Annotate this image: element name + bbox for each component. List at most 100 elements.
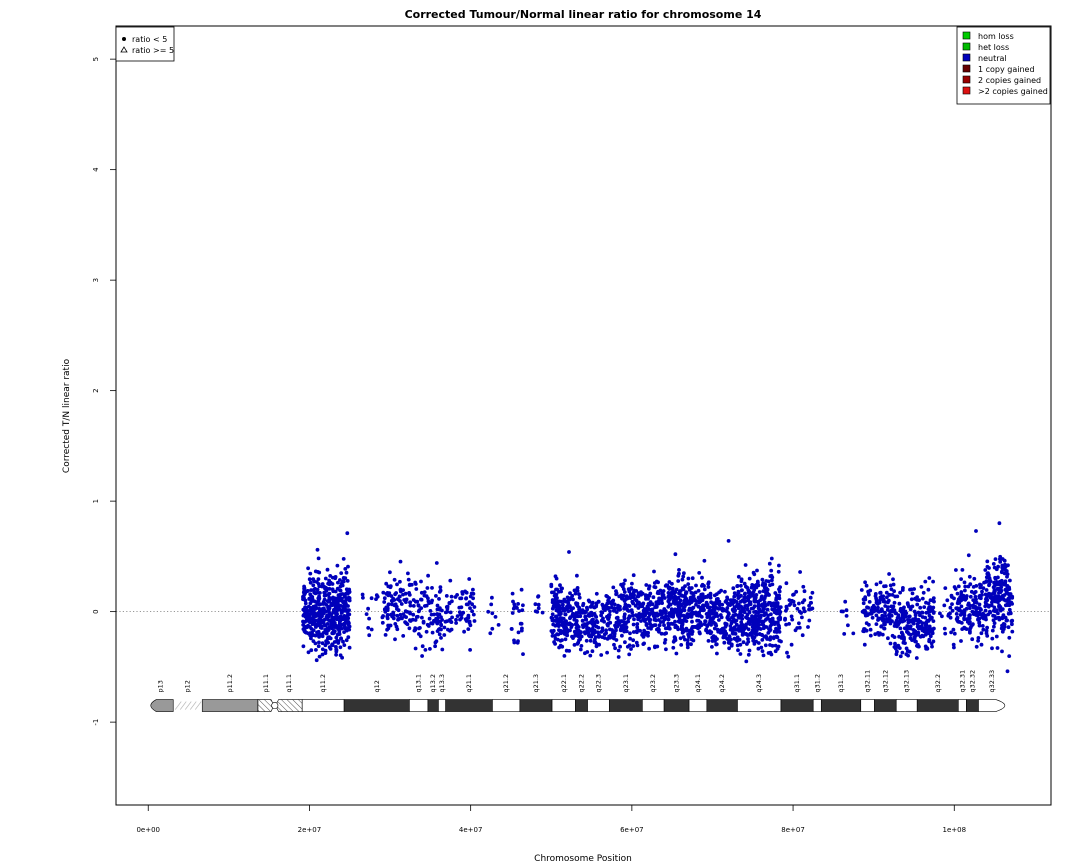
data-point — [627, 652, 632, 657]
data-point — [1000, 649, 1004, 654]
data-point — [709, 618, 714, 623]
data-point — [888, 583, 893, 588]
data-point — [807, 603, 811, 608]
data-point — [886, 636, 890, 641]
data-point — [955, 591, 960, 596]
data-point — [639, 602, 644, 607]
data-point — [559, 589, 563, 594]
data-point — [777, 563, 781, 568]
data-point — [874, 613, 879, 618]
data-point — [952, 631, 957, 636]
data-point — [754, 609, 758, 614]
data-point — [741, 640, 746, 645]
data-point — [1007, 603, 1012, 608]
data-point — [337, 619, 342, 623]
data-point — [689, 642, 693, 647]
data-point — [386, 602, 391, 607]
stalk-stripe — [179, 701, 187, 710]
data-point — [879, 595, 884, 600]
data-point — [625, 644, 630, 649]
data-point — [763, 582, 768, 587]
data-point — [581, 603, 585, 608]
ideogram-band — [966, 699, 979, 712]
ideogram-band-label: q32.13 — [903, 670, 911, 693]
data-point — [927, 576, 932, 580]
data-point — [401, 634, 406, 638]
data-point — [734, 600, 739, 604]
filled-circle-marker-icon — [122, 37, 126, 41]
data-point — [727, 635, 732, 639]
data-point — [334, 635, 339, 640]
data-point — [327, 591, 332, 596]
data-point — [795, 606, 800, 611]
data-point — [964, 627, 969, 631]
data-point — [874, 596, 878, 601]
data-point — [770, 582, 775, 587]
data-point — [510, 611, 515, 615]
data-point — [342, 608, 347, 613]
data-point — [399, 602, 404, 606]
data-point — [450, 615, 454, 620]
data-point — [375, 594, 380, 599]
data-point — [336, 593, 341, 597]
data-point — [339, 571, 344, 575]
data-point — [335, 563, 340, 568]
data-point — [794, 589, 799, 594]
data-point — [777, 589, 782, 594]
data-point — [990, 628, 995, 633]
data-point — [775, 647, 780, 651]
data-point — [844, 608, 849, 613]
data-point — [592, 605, 597, 610]
data-point — [367, 633, 372, 638]
data-point — [433, 644, 437, 649]
data-point — [861, 597, 866, 602]
ideogram-band-label: q22.1 — [560, 674, 568, 693]
data-point — [954, 612, 959, 616]
data-point — [769, 652, 774, 657]
data-point — [607, 601, 611, 605]
stalk-stripe — [184, 701, 192, 710]
data-point — [958, 613, 963, 617]
legend-swatch — [962, 86, 971, 95]
data-point — [324, 639, 328, 643]
data-point — [321, 611, 326, 616]
data-point — [883, 620, 887, 625]
data-point — [996, 564, 1000, 569]
data-point — [990, 636, 995, 641]
data-point — [956, 584, 961, 589]
data-point — [569, 608, 574, 613]
data-point — [367, 616, 371, 621]
data-point — [732, 626, 737, 631]
data-point — [702, 587, 707, 592]
data-point — [519, 621, 524, 626]
ideogram-band-label: q21.3 — [532, 674, 540, 693]
data-point — [983, 568, 988, 572]
data-point — [599, 610, 604, 614]
data-point — [577, 592, 581, 597]
data-point — [578, 647, 583, 652]
data-point — [397, 594, 402, 599]
data-point — [557, 611, 562, 615]
data-point — [765, 587, 770, 592]
data-point — [916, 626, 921, 631]
data-point — [444, 605, 449, 609]
data-point — [954, 568, 958, 572]
data-point — [681, 594, 685, 598]
data-point — [885, 617, 890, 621]
data-point — [339, 636, 343, 641]
data-point — [344, 591, 348, 596]
data-point — [668, 586, 673, 591]
data-point — [1003, 615, 1008, 620]
data-point — [945, 598, 950, 603]
data-point — [386, 593, 391, 598]
data-point — [625, 596, 630, 601]
data-point — [398, 579, 402, 584]
data-point — [621, 627, 626, 632]
data-point — [713, 614, 717, 619]
data-point — [792, 603, 797, 608]
data-point — [764, 617, 769, 621]
data-point — [677, 568, 681, 572]
data-point — [704, 628, 708, 633]
data-point — [323, 576, 328, 581]
